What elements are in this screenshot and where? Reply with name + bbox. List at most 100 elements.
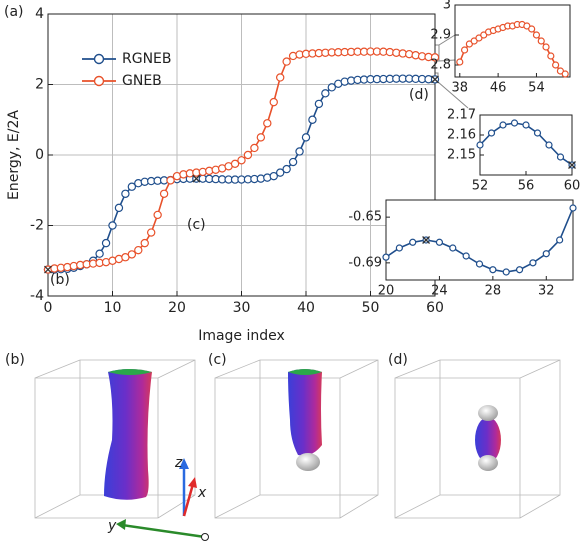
x-tick-label: 28	[485, 284, 502, 299]
bloch-point	[478, 455, 498, 471]
data-point	[430, 53, 440, 62]
data-point	[121, 189, 130, 198]
data-point	[127, 182, 137, 191]
y-tick-label: 2	[35, 77, 44, 93]
data-point	[295, 147, 304, 156]
arrow-head	[116, 519, 126, 530]
y-tick-label: 2.8	[430, 58, 451, 73]
legend-marker	[93, 53, 105, 65]
data-point	[282, 164, 291, 174]
y-tick-label: 2.9	[430, 28, 451, 43]
data-point	[499, 121, 507, 129]
chart-2: 52 56 60 2.15 2.16 2.17	[447, 108, 580, 194]
data-point	[114, 203, 124, 213]
data-point	[542, 43, 550, 51]
data-point	[502, 268, 510, 276]
data-point	[395, 244, 403, 252]
data-point	[108, 221, 117, 230]
x-tick-label: 10	[104, 300, 122, 316]
y-tick-label: 2.16	[447, 128, 476, 143]
data-point	[276, 168, 285, 177]
data-point	[569, 204, 577, 212]
render-panels: z x y (b) (c) (d)	[5, 352, 561, 541]
skyrmion-tube	[475, 417, 501, 463]
connector	[438, 59, 456, 62]
annotation: (c)	[187, 217, 206, 233]
data-point	[243, 150, 253, 160]
bloch-point	[478, 405, 498, 421]
x-tick-label: 50	[362, 300, 380, 316]
data-point	[153, 210, 162, 220]
data-point	[327, 83, 336, 92]
data-point	[510, 119, 519, 127]
data-point	[166, 176, 175, 185]
data-point	[308, 115, 317, 124]
data-point	[529, 259, 537, 267]
panel-label: (b)	[5, 352, 25, 368]
data-point	[269, 97, 278, 107]
data-point	[460, 46, 469, 54]
skyrmion-tube	[288, 369, 322, 456]
data-point	[435, 238, 444, 246]
legend-label: RGNEB	[122, 51, 172, 67]
data-point	[382, 253, 390, 261]
data-point	[159, 189, 169, 198]
tube-cap	[288, 369, 322, 375]
state-marker	[422, 236, 431, 244]
annotation: (b)	[50, 272, 70, 288]
x-arrow	[182, 483, 195, 517]
plot-frame	[47, 13, 436, 297]
wireframe-box	[34, 359, 196, 519]
y-tick-label: -2	[30, 218, 44, 234]
x-tick-label: 24	[431, 284, 448, 299]
x-tick-label: 60	[426, 300, 444, 316]
data-point	[547, 52, 555, 60]
data-point	[552, 61, 560, 69]
render-b	[34, 359, 196, 519]
data-point	[276, 73, 285, 82]
data-point	[561, 70, 569, 78]
data-point	[537, 37, 545, 45]
data-point	[321, 89, 330, 98]
state-marker	[568, 161, 576, 169]
state-marker	[431, 75, 439, 84]
x-tick-label: 56	[518, 179, 535, 194]
y-tick-label: -0.69	[348, 255, 382, 270]
data-point	[301, 133, 311, 142]
y-tick-label: 4	[35, 6, 44, 22]
y-axis-label: Energy, E/2A	[6, 110, 22, 200]
data-point	[532, 31, 541, 39]
wireframe-box	[394, 359, 561, 519]
panel-label: (d)	[388, 352, 408, 368]
arrow-head	[188, 477, 197, 488]
x-tick-label: 52	[472, 179, 489, 194]
data-point	[556, 236, 564, 244]
chart-3: 20 24 28 32 -0.69 -0.65	[348, 199, 577, 299]
x-tick-label: 20	[378, 284, 395, 299]
plot-frame	[385, 199, 574, 281]
y-tick-label: 2.15	[447, 148, 476, 163]
x-tick-label: 20	[168, 300, 186, 316]
data-point	[533, 129, 542, 137]
axes-triad: z x y	[107, 455, 209, 541]
z-label: z	[174, 455, 183, 471]
panel-label: (c)	[208, 352, 227, 368]
data-point	[545, 141, 553, 149]
chart-1: 38 46 54 2.8 2.9 3	[430, 0, 571, 96]
arrow-head	[179, 458, 189, 469]
connector	[438, 34, 456, 46]
x-tick-label: 38	[452, 81, 469, 96]
y-tick-label: 2.17	[447, 108, 476, 123]
data-point	[522, 121, 530, 129]
data-point	[127, 250, 137, 259]
x-tick-label: 0	[44, 300, 53, 316]
y-arrow	[121, 523, 206, 539]
x-tick-label: 30	[233, 300, 251, 316]
plot-frame	[454, 4, 571, 78]
data-point	[556, 153, 565, 161]
data-point	[288, 157, 298, 167]
tube-cap	[108, 369, 152, 375]
y-tick-label: 3	[443, 0, 451, 13]
x-tick-label: 46	[490, 81, 507, 96]
